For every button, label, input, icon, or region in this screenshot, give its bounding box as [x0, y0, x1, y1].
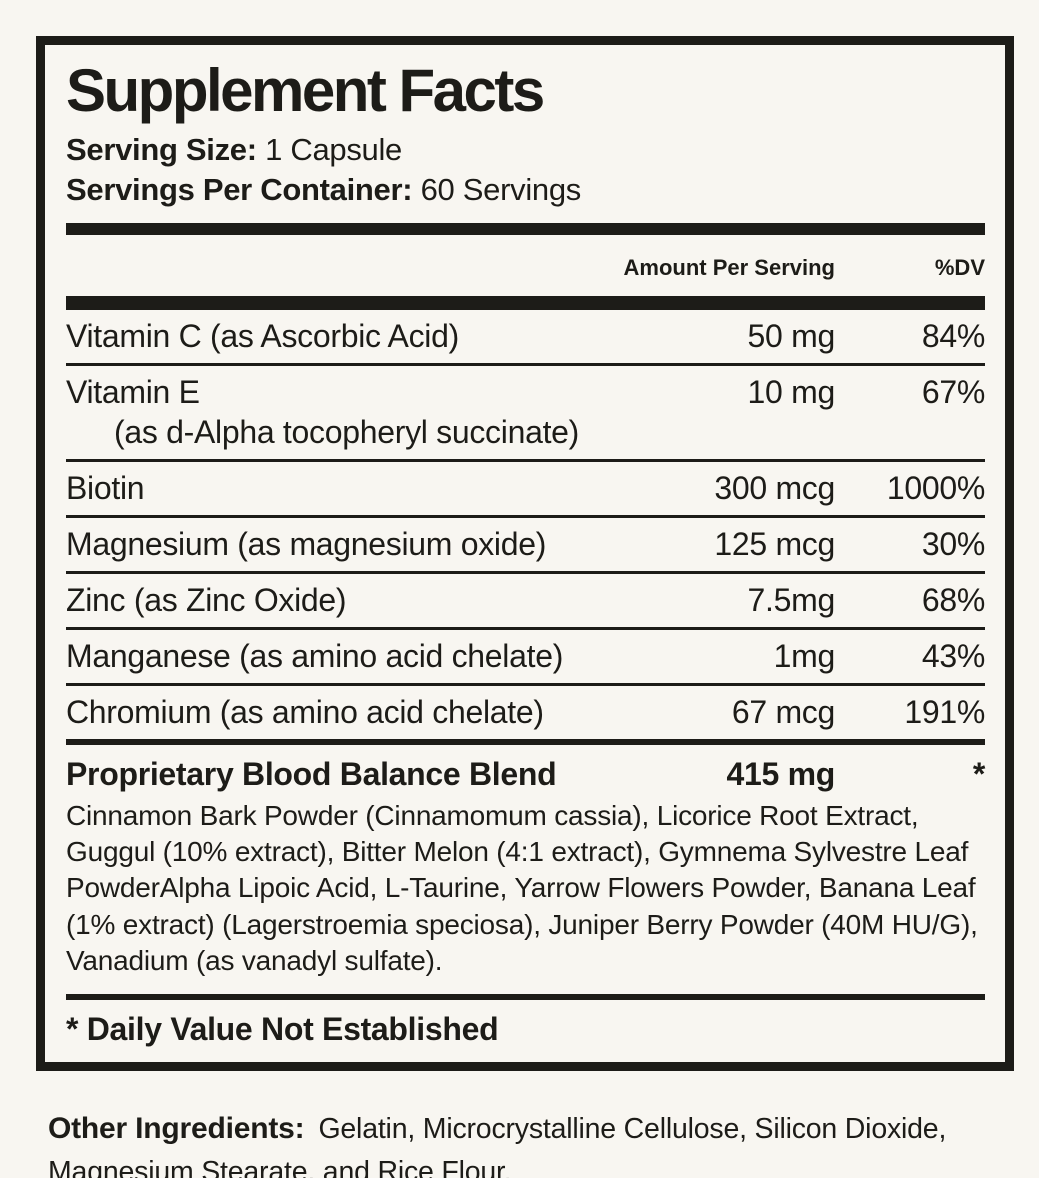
nutrient-name-sub: (as d-Alpha tocopheryl succinate) [114, 413, 580, 450]
other-ingredients-value: Gelatin, Microcrystalline Cellulose, Sil… [48, 1113, 947, 1178]
divider-thick [66, 738, 985, 745]
column-header-dv: %DV [934, 254, 985, 280]
other-ingredients-label: Other Ingredients: [48, 1112, 305, 1145]
panel-title: Supplement Facts [66, 57, 545, 124]
nutrient-name-main: Vitamin E [66, 373, 200, 410]
nutrient-dv: 84% [921, 317, 985, 354]
nutrient-dv: 43% [921, 637, 985, 674]
table-row-biotin: Biotin 300 mcg 1000% [66, 462, 985, 515]
divider [66, 458, 985, 462]
nutrient-amount: 125 mcg [714, 525, 835, 562]
nutrient-name: Biotin [66, 469, 145, 506]
divider-bar-header [66, 295, 985, 310]
servings-per-container-value: 60 Servings [420, 172, 582, 208]
table-row-vitamin-e: Vitamin E (as d-Alpha tocopheryl succina… [66, 366, 985, 459]
nutrient-dv: 67% [921, 373, 985, 410]
blend-description: Cinnamon Bark Powder (Cinnamomum cassia)… [66, 799, 978, 977]
table-row-vitamin-c: Vitamin C (as Ascorbic Acid) 50 mg 84% [66, 310, 985, 363]
nutrient-amount: 300 mcg [714, 469, 835, 506]
nutrient-amount: 1mg [773, 637, 836, 674]
table-row-chromium: Chromium (as amino acid chelate) 67 mcg … [66, 686, 985, 739]
other-ingredients-line: Other Ingredients: Gelatin, Microcrystall… [48, 1106, 1008, 1178]
divider [66, 362, 985, 366]
column-header-row: Amount Per Serving %DV [66, 235, 985, 296]
column-header-amount: Amount Per Serving [623, 254, 835, 280]
servings-per-container-line: Servings Per Container: 60 Servings [66, 170, 985, 210]
divider [66, 514, 985, 518]
divider [66, 626, 985, 630]
nutrient-dv: 30% [921, 525, 985, 562]
blend-name: Proprietary Blood Balance Blend [66, 755, 557, 792]
blend-dv-asterisk: * [972, 755, 985, 792]
daily-value-footnote: * Daily Value Not Established [66, 1010, 499, 1047]
table-row-zinc: Zinc (as Zinc Oxide) 7.5mg 68% [66, 574, 985, 627]
table-row-magnesium: Magnesium (as magnesium oxide) 125 mcg 3… [66, 518, 985, 571]
divider-bar-top [66, 222, 985, 235]
nutrient-name: Manganese (as amino acid chelate) [66, 637, 564, 674]
nutrient-name: Vitamin E (as d-Alpha tocopheryl succina… [66, 372, 645, 452]
serving-size-label: Serving Size: [66, 132, 257, 167]
nutrient-amount: 7.5mg [747, 581, 836, 618]
supplement-facts-panel: Supplement Facts Serving Size: 1 Capsule… [36, 36, 1014, 1071]
nutrient-amount: 50 mg [747, 317, 836, 354]
table-row-manganese: Manganese (as amino acid chelate) 1mg 43… [66, 630, 985, 683]
serving-size-value: 1 Capsule [265, 132, 403, 167]
nutrient-dv: 1000% [886, 469, 985, 506]
nutrient-name: Zinc (as Zinc Oxide) [66, 581, 347, 618]
nutrient-amount: 67 mcg [731, 693, 835, 730]
table-row-proprietary-blend: Proprietary Blood Balance Blend 415 mg * [66, 745, 985, 796]
nutrient-dv: 68% [921, 581, 985, 618]
divider [66, 682, 985, 686]
serving-size-line: Serving Size: 1 Capsule [66, 130, 985, 170]
nutrient-name: Vitamin C (as Ascorbic Acid) [66, 317, 459, 354]
divider-thick [66, 993, 985, 1000]
nutrient-amount: 10 mg [747, 373, 836, 410]
nutrient-name: Chromium (as amino acid chelate) [66, 693, 544, 730]
divider [66, 570, 985, 574]
nutrient-name: Magnesium (as magnesium oxide) [66, 525, 547, 562]
servings-per-container-label: Servings Per Container: [66, 172, 413, 208]
blend-amount: 415 mg [726, 755, 836, 792]
nutrient-dv: 191% [904, 693, 985, 730]
